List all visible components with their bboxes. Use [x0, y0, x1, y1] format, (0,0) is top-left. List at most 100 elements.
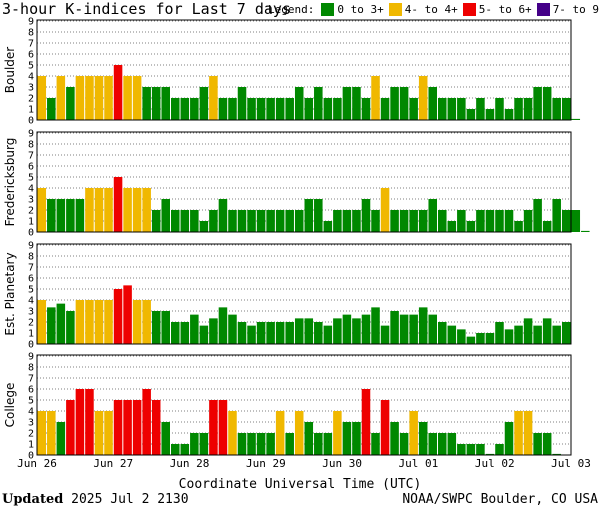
y-tick-label: 1	[28, 105, 34, 116]
k-index-bar	[237, 433, 247, 455]
k-index-bar	[161, 422, 170, 455]
k-index-bar	[285, 210, 294, 232]
k-index-bar	[352, 210, 361, 232]
y-axis-label: Boulder	[3, 47, 17, 94]
k-index-bar	[485, 453, 495, 455]
k-index-bar	[504, 422, 514, 455]
k-index-bar	[466, 221, 476, 232]
k-index-bar	[247, 433, 256, 455]
k-index-bar	[199, 87, 209, 120]
k-index-bar	[275, 210, 285, 232]
k-index-bar	[399, 314, 409, 344]
y-tick-label: 5	[28, 173, 34, 184]
k-index-bar	[56, 303, 66, 344]
k-index-bar	[75, 389, 85, 455]
k-index-bar	[275, 411, 285, 455]
k-index-bar	[418, 307, 428, 344]
k-index-bar	[533, 325, 542, 344]
k-index-bar	[304, 318, 314, 344]
chart-title: 3-hour K-indices for Last 7 days	[2, 0, 291, 18]
y-tick-label: 1	[28, 440, 34, 451]
k-index-bar	[457, 329, 466, 344]
k-index-bar	[104, 411, 113, 455]
k-index-bar	[237, 322, 247, 344]
y-tick-label: 9	[28, 129, 34, 140]
k-index-bar	[56, 422, 66, 455]
k-index-bar	[523, 411, 533, 455]
k-index-bar	[218, 307, 228, 344]
k-index-bar	[581, 230, 590, 232]
y-tick-label: 2	[28, 318, 34, 329]
k-index-bar	[552, 98, 561, 120]
k-index-bar	[104, 76, 113, 120]
k-index-bar	[132, 400, 142, 455]
k-index-bar	[466, 444, 476, 455]
k-index-bar	[47, 98, 56, 120]
y-axis-label: Fredericksburg	[3, 138, 17, 227]
k-index-bar	[438, 98, 447, 120]
k-index-bar	[323, 325, 333, 344]
k-index-bar	[504, 109, 514, 120]
k-index-bar	[190, 210, 199, 232]
k-index-bar	[352, 318, 361, 344]
k-index-bar	[485, 210, 495, 232]
k-index-bar	[94, 188, 104, 232]
k-index-bar	[209, 76, 218, 120]
k-index-bar	[294, 411, 304, 455]
k-index-bar	[94, 300, 104, 344]
legend: Legend: 0 to 3+ 4- to 4+ 5- to 6+ 7- to …	[268, 3, 599, 16]
k-index-bar	[352, 87, 361, 120]
y-tick-label: 7	[28, 39, 34, 50]
k-index-bar	[132, 76, 142, 120]
k-index-bar	[237, 210, 247, 232]
y-tick-label: 7	[28, 374, 34, 385]
k-index-bar	[285, 433, 294, 455]
y-tick-label: 1	[28, 329, 34, 340]
y-tick-label: 6	[28, 162, 34, 173]
k-index-bar	[304, 199, 314, 232]
k-index-bar	[218, 98, 228, 120]
k-index-bar	[294, 87, 304, 120]
y-tick-label: 8	[28, 28, 34, 39]
k-index-bar	[333, 98, 342, 120]
k-index-bar	[161, 311, 170, 344]
legend-entry-2: 5- to 6+	[478, 3, 532, 16]
legend-swatch-red	[462, 3, 476, 16]
k-index-bar	[352, 422, 361, 455]
k-index-bar	[466, 109, 476, 120]
k-index-bar	[180, 98, 190, 120]
k-index-bar	[418, 210, 428, 232]
y-tick-label: 0	[28, 340, 34, 351]
k-index-bar	[418, 76, 428, 120]
k-index-bar	[504, 329, 514, 344]
legend-entry-0: 0 to 3+	[337, 3, 384, 16]
k-index-bar	[409, 411, 418, 455]
y-tick-label: 8	[28, 252, 34, 263]
k-index-bar	[380, 98, 390, 120]
k-index-bar	[66, 311, 75, 344]
x-axis-title: Coordinate Universal Time (UTC)	[178, 477, 422, 492]
k-index-bar	[228, 411, 237, 455]
k-index-bar	[371, 76, 380, 120]
k-index-bar	[342, 210, 352, 232]
k-index-bar	[256, 433, 266, 455]
y-tick-label: 5	[28, 285, 34, 296]
k-index-bar	[66, 87, 75, 120]
x-tick-label: Jun 26	[17, 457, 57, 470]
k-index-bar	[380, 325, 390, 344]
k-index-bar	[323, 98, 333, 120]
y-tick-label: 8	[28, 140, 34, 151]
k-index-bar	[371, 433, 380, 455]
k-index-bar	[561, 98, 571, 120]
k-index-bar	[171, 322, 180, 344]
k-index-bar	[495, 98, 504, 120]
k-index-bar	[285, 98, 294, 120]
k-index-bar	[142, 389, 151, 455]
k-index-bar	[104, 300, 113, 344]
k-index-bar	[132, 300, 142, 344]
k-index-bar	[476, 210, 485, 232]
k-index-bar	[485, 333, 495, 344]
k-index-bar	[123, 400, 132, 455]
k-index-bar	[399, 433, 409, 455]
k-index-bar	[161, 87, 170, 120]
